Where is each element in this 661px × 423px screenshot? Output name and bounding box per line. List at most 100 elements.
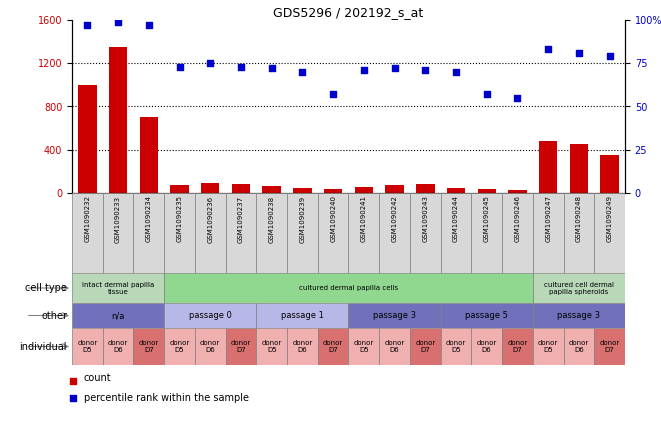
Point xyxy=(574,49,584,56)
Bar xyxy=(533,193,564,273)
Text: n/a: n/a xyxy=(112,311,125,320)
Bar xyxy=(72,328,102,365)
Text: donor
D5: donor D5 xyxy=(538,340,559,353)
Bar xyxy=(508,190,527,193)
Text: GSM1090236: GSM1090236 xyxy=(208,195,214,242)
Text: cell type: cell type xyxy=(25,283,67,293)
Text: GSM1090232: GSM1090232 xyxy=(85,195,91,242)
Text: GSM1090237: GSM1090237 xyxy=(238,195,244,242)
Bar xyxy=(533,303,625,328)
Text: GSM1090248: GSM1090248 xyxy=(576,195,582,242)
Point xyxy=(420,67,430,74)
Bar xyxy=(318,328,348,365)
Bar xyxy=(72,193,102,273)
Bar xyxy=(570,144,588,193)
Bar xyxy=(471,328,502,365)
Point xyxy=(205,60,215,67)
Text: donor
D5: donor D5 xyxy=(169,340,190,353)
Bar xyxy=(447,187,465,193)
Point xyxy=(113,18,124,25)
Bar xyxy=(533,328,564,365)
Text: intact dermal papilla
tissue: intact dermal papilla tissue xyxy=(82,281,154,294)
Point xyxy=(82,22,93,29)
Text: passage 5: passage 5 xyxy=(465,311,508,320)
Bar xyxy=(134,328,164,365)
Text: percentile rank within the sample: percentile rank within the sample xyxy=(84,393,249,403)
Bar xyxy=(324,189,342,193)
Text: donor
D7: donor D7 xyxy=(600,340,620,353)
Text: passage 3: passage 3 xyxy=(557,311,600,320)
Text: cultured dermal papilla cells: cultured dermal papilla cells xyxy=(299,285,398,291)
Point xyxy=(604,53,615,60)
Text: donor
D6: donor D6 xyxy=(569,340,589,353)
Point xyxy=(389,65,400,72)
Text: passage 0: passage 0 xyxy=(189,311,232,320)
Bar xyxy=(348,193,379,273)
Bar xyxy=(109,47,128,193)
Text: donor
D7: donor D7 xyxy=(415,340,436,353)
Text: donor
D7: donor D7 xyxy=(139,340,159,353)
Text: individual: individual xyxy=(20,341,67,352)
Text: donor
D6: donor D6 xyxy=(477,340,497,353)
Text: donor
D7: donor D7 xyxy=(231,340,251,353)
Bar xyxy=(102,193,134,273)
Bar xyxy=(379,328,410,365)
Bar xyxy=(164,328,195,365)
Point xyxy=(175,63,185,70)
Text: donor
D7: donor D7 xyxy=(508,340,527,353)
Bar xyxy=(287,193,318,273)
Text: GSM1090245: GSM1090245 xyxy=(484,195,490,242)
Bar xyxy=(355,187,373,193)
Bar xyxy=(201,183,219,193)
Bar xyxy=(102,328,134,365)
Bar xyxy=(195,328,225,365)
Bar xyxy=(287,328,318,365)
Bar xyxy=(72,273,164,303)
Bar xyxy=(539,141,557,193)
Bar xyxy=(410,193,441,273)
Bar xyxy=(171,185,189,193)
Point xyxy=(68,377,79,384)
Bar xyxy=(134,193,164,273)
Text: GSM1090241: GSM1090241 xyxy=(361,195,367,242)
Point xyxy=(451,69,461,75)
Text: GSM1090234: GSM1090234 xyxy=(146,195,152,242)
Text: GSM1090249: GSM1090249 xyxy=(607,195,613,242)
Point xyxy=(266,65,277,72)
Text: donor
D5: donor D5 xyxy=(446,340,466,353)
Bar xyxy=(348,328,379,365)
Bar xyxy=(256,303,348,328)
Text: GSM1090235: GSM1090235 xyxy=(176,195,182,242)
Bar xyxy=(441,193,471,273)
Text: GSM1090239: GSM1090239 xyxy=(299,195,305,242)
Point xyxy=(543,46,553,53)
Bar xyxy=(385,185,404,193)
Point xyxy=(68,395,79,401)
Text: GSM1090238: GSM1090238 xyxy=(268,195,275,242)
Text: donor
D7: donor D7 xyxy=(323,340,343,353)
Bar xyxy=(139,117,158,193)
Bar xyxy=(256,193,287,273)
Bar xyxy=(164,273,533,303)
Point xyxy=(143,22,154,29)
Text: cultured cell dermal
papilla spheroids: cultured cell dermal papilla spheroids xyxy=(544,281,614,294)
Bar xyxy=(441,303,533,328)
Bar xyxy=(262,186,281,193)
Text: passage 1: passage 1 xyxy=(281,311,324,320)
Text: GSM1090243: GSM1090243 xyxy=(422,195,428,242)
Bar xyxy=(594,328,625,365)
Text: GSM1090247: GSM1090247 xyxy=(545,195,551,242)
Bar xyxy=(471,193,502,273)
Bar xyxy=(600,155,619,193)
Point xyxy=(481,91,492,98)
Point xyxy=(297,69,308,75)
Bar xyxy=(78,85,97,193)
Bar xyxy=(502,328,533,365)
Text: GSM1090233: GSM1090233 xyxy=(115,195,121,242)
Bar xyxy=(225,193,256,273)
Bar xyxy=(164,193,195,273)
Bar xyxy=(232,184,251,193)
Bar xyxy=(164,303,256,328)
Bar xyxy=(410,328,441,365)
Bar xyxy=(416,184,434,193)
